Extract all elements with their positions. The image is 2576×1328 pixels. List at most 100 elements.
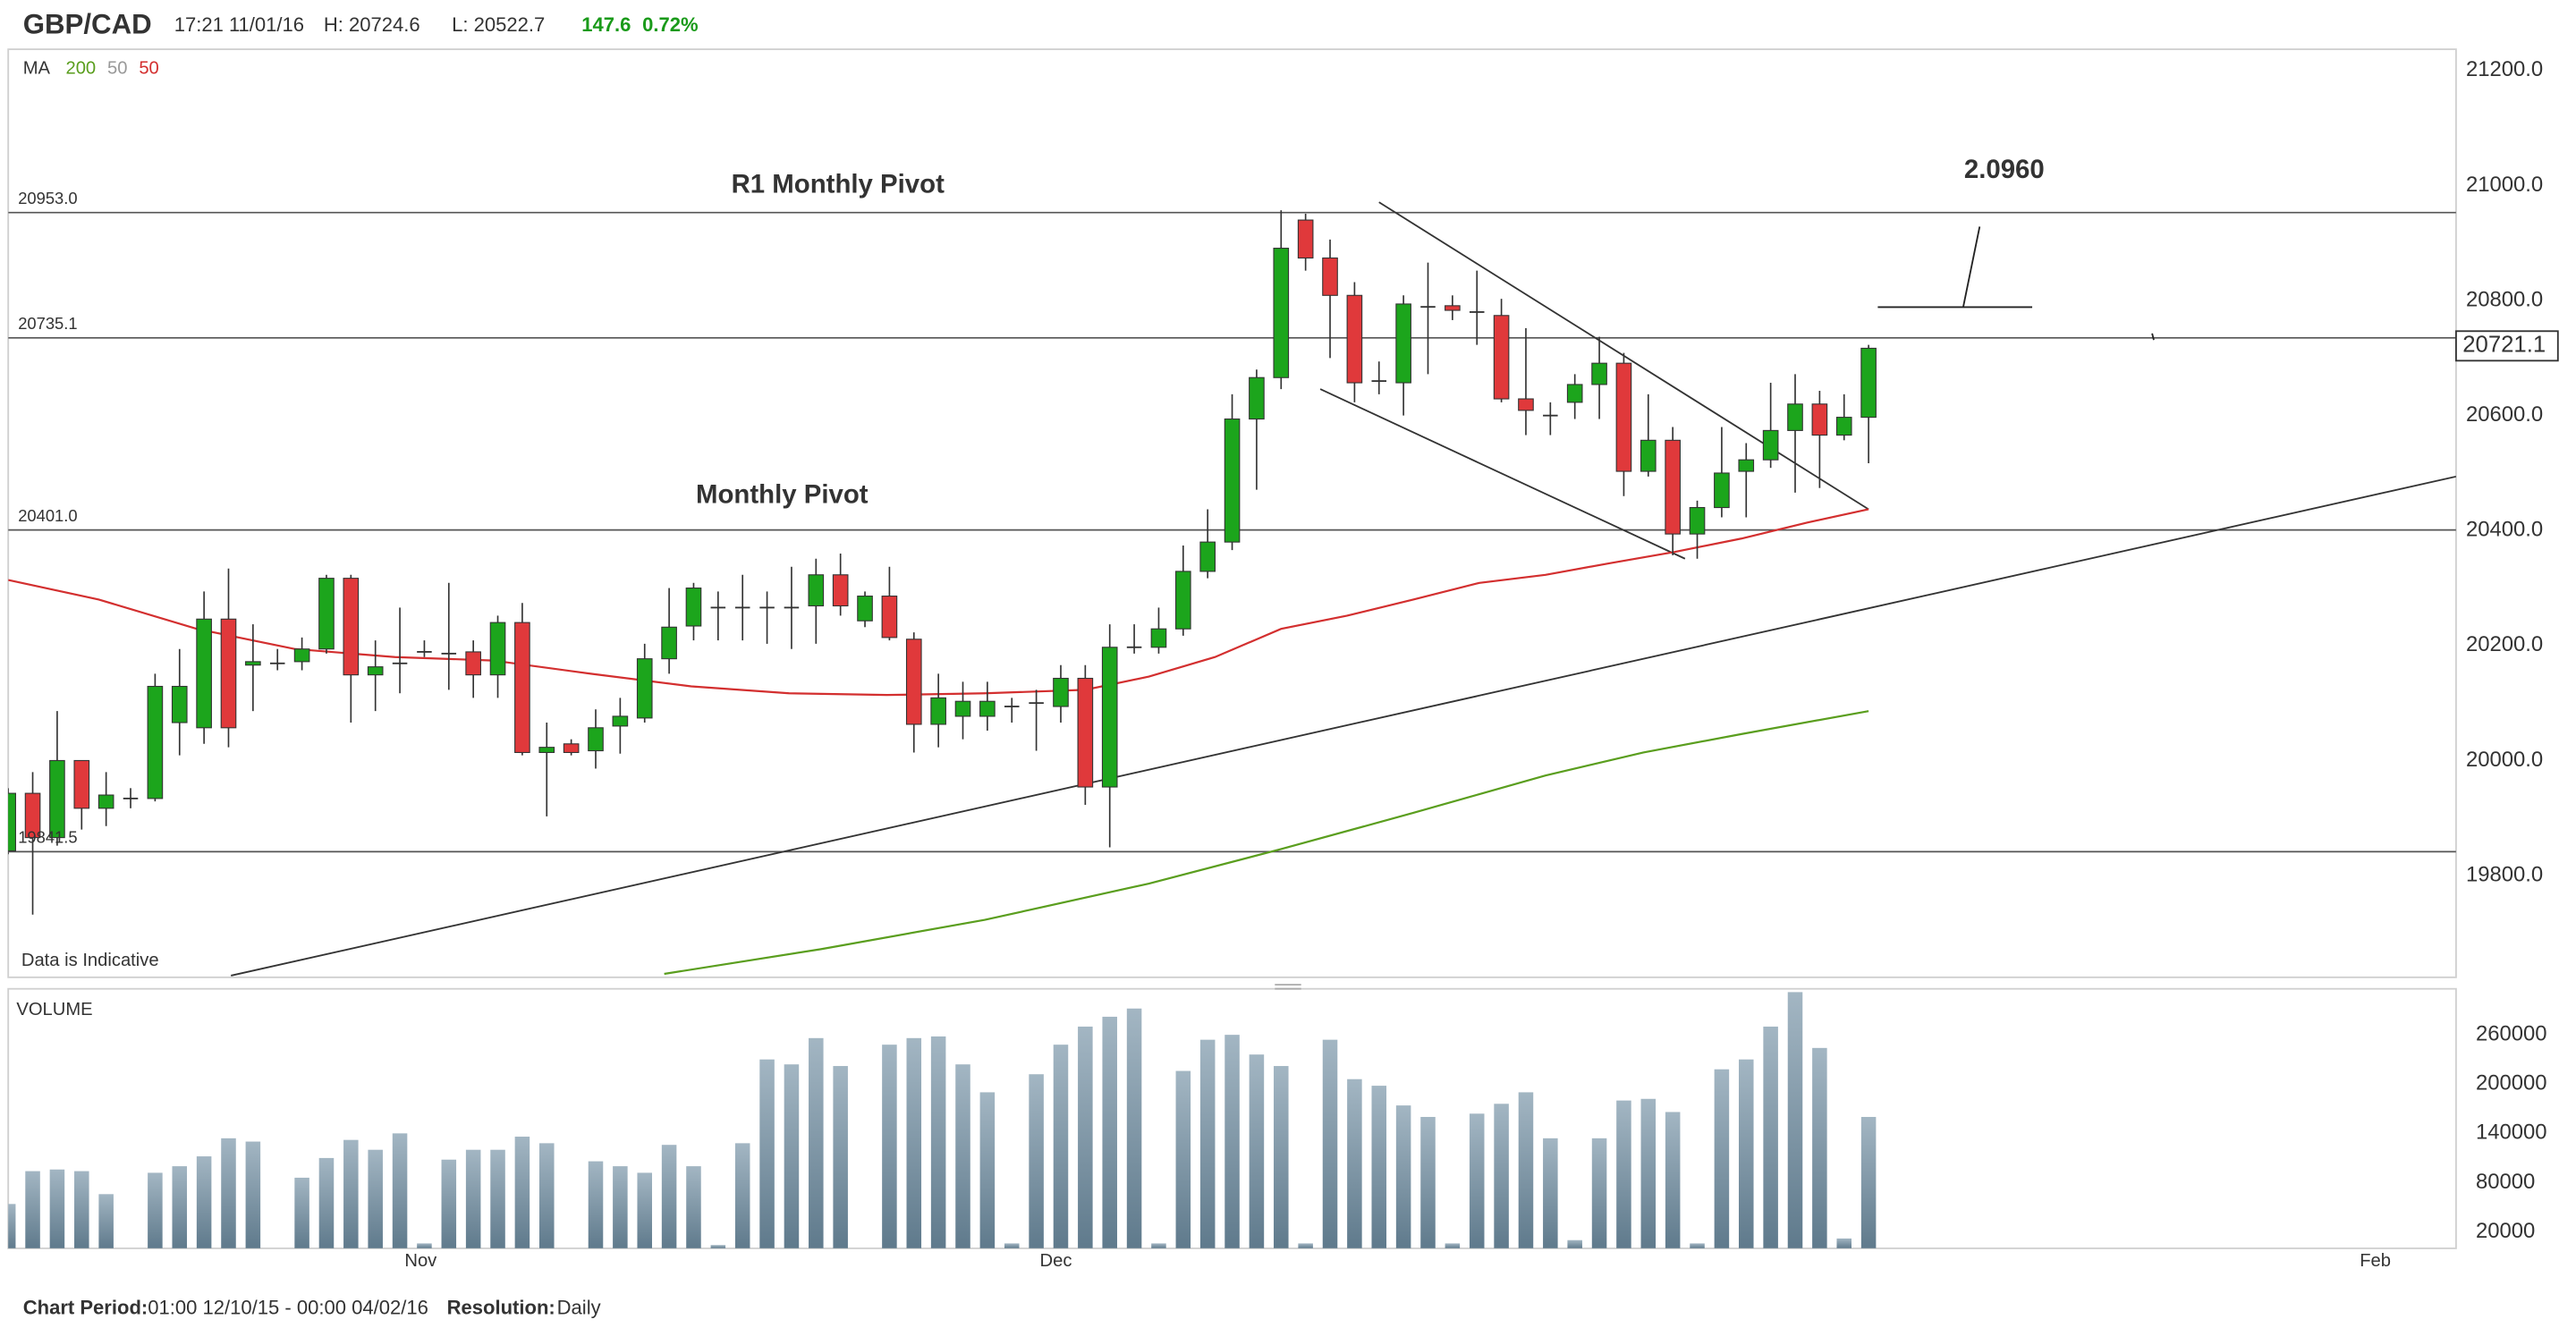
volume-bar — [734, 1143, 750, 1248]
price-layer — [8, 201, 2456, 977]
low: L: 20522.7 — [452, 13, 545, 36]
candle-body — [1297, 219, 1314, 259]
volume-title: VOLUME — [16, 1000, 92, 1019]
volume-bar — [1543, 1138, 1558, 1248]
volume-bar — [1249, 1054, 1265, 1248]
candle-body — [343, 578, 360, 676]
panel-handle[interactable] — [1275, 984, 1301, 990]
candle-body — [269, 662, 285, 664]
candle-body — [710, 606, 726, 609]
candle-body — [759, 606, 775, 609]
volume-bar — [1053, 1045, 1069, 1248]
x-tick-label: Feb — [2360, 1251, 2391, 1271]
candle-body — [514, 622, 530, 754]
candle-body — [588, 727, 604, 752]
volume-bar — [1322, 1039, 1338, 1248]
candle-body — [881, 596, 898, 639]
candle-body — [832, 574, 849, 607]
volume-tick-label: 20000 — [2476, 1219, 2535, 1243]
candle-body — [1150, 628, 1167, 648]
candle-body — [171, 685, 188, 723]
candle-body — [1029, 702, 1044, 705]
volume-bar — [8, 1204, 16, 1248]
volume-bar — [809, 1037, 824, 1248]
volume-bar — [710, 1245, 726, 1248]
candle-body — [685, 588, 702, 627]
volume-bar — [1567, 1239, 1582, 1248]
candle-body — [245, 661, 261, 666]
candle-body — [930, 697, 946, 725]
candle-body — [293, 648, 310, 663]
y-tick-label: 20200.0 — [2466, 632, 2543, 656]
volume-layer — [8, 992, 1877, 1248]
labels: GBP/CAD 17:21 11/01/16 H: 20724.6 L: 205… — [16, 9, 2559, 1319]
candle-body — [784, 606, 800, 609]
volume-bar — [1199, 1039, 1216, 1248]
y-tick-label: 20800.0 — [2466, 287, 2543, 311]
candle-body — [49, 759, 65, 839]
volume-bar — [1175, 1070, 1191, 1248]
candle-body — [954, 700, 971, 717]
candle-body — [1420, 306, 1436, 309]
volume-bar — [637, 1172, 652, 1248]
candle-body — [367, 666, 384, 676]
volume-bar — [930, 1036, 946, 1248]
candle-body — [8, 792, 16, 851]
period-label: Chart Period: — [23, 1297, 148, 1319]
candle-body — [465, 651, 481, 676]
candle-body — [147, 685, 164, 799]
volume-bar — [1616, 1100, 1631, 1248]
candle-body — [1860, 347, 1877, 419]
change-pct: 0.72% — [642, 13, 699, 36]
volume-bar — [417, 1243, 432, 1248]
candle-body — [1273, 248, 1290, 378]
volume-bar — [25, 1171, 40, 1248]
volume-bar — [368, 1149, 383, 1248]
candle-body — [1224, 418, 1241, 543]
volume-bar — [1690, 1243, 1705, 1248]
volume-bar — [343, 1139, 359, 1248]
volume-bar — [514, 1137, 530, 1248]
volume-bar — [98, 1194, 114, 1248]
resolution-label: Resolution: — [447, 1297, 555, 1319]
level-label: 20953.0 — [18, 189, 77, 207]
volume-bar — [1836, 1238, 1852, 1248]
candle-body — [196, 618, 212, 729]
volume-bar — [1371, 1086, 1387, 1248]
note: Data is Indicative — [21, 951, 159, 970]
candle-body — [318, 578, 335, 650]
volume-bar — [613, 1166, 628, 1248]
volume-bar — [465, 1149, 481, 1248]
candle-body — [220, 618, 237, 729]
price-panel — [7, 48, 2457, 978]
candle-body — [1811, 403, 1828, 436]
volume-bar — [539, 1143, 555, 1248]
volume-bar — [1812, 1047, 1827, 1248]
candle-body — [24, 792, 41, 839]
candle-body — [636, 658, 653, 719]
high: H: 20724.6 — [324, 13, 420, 36]
y-tick-label: 20600.0 — [2466, 402, 2543, 427]
candle-body — [1566, 384, 1583, 403]
volume-bar — [196, 1156, 212, 1248]
volume-bar — [1420, 1116, 1436, 1248]
volume-bar — [1395, 1105, 1411, 1248]
candle-body — [1371, 380, 1387, 383]
level-label: 20735.1 — [18, 314, 77, 333]
candle-body — [1395, 303, 1411, 384]
volume-bar — [1445, 1243, 1461, 1248]
volume-bar — [294, 1177, 309, 1248]
volume-bar — [906, 1037, 922, 1248]
x-tick-label: Nov — [404, 1251, 437, 1271]
annotation: R1 Monthly Pivot — [732, 169, 945, 199]
volume-tick-label: 260000 — [2476, 1021, 2547, 1045]
candle-body — [538, 747, 555, 754]
volume-bar — [1298, 1243, 1313, 1248]
y-tick-label: 21200.0 — [2466, 57, 2543, 81]
candle-body — [1762, 429, 1779, 461]
volume-bar — [221, 1138, 236, 1248]
candle-body — [1346, 294, 1363, 384]
volume-bar — [686, 1166, 701, 1248]
time: 17:21 11/01/16 — [174, 13, 304, 36]
y-tick-label: 20000.0 — [2466, 748, 2543, 772]
